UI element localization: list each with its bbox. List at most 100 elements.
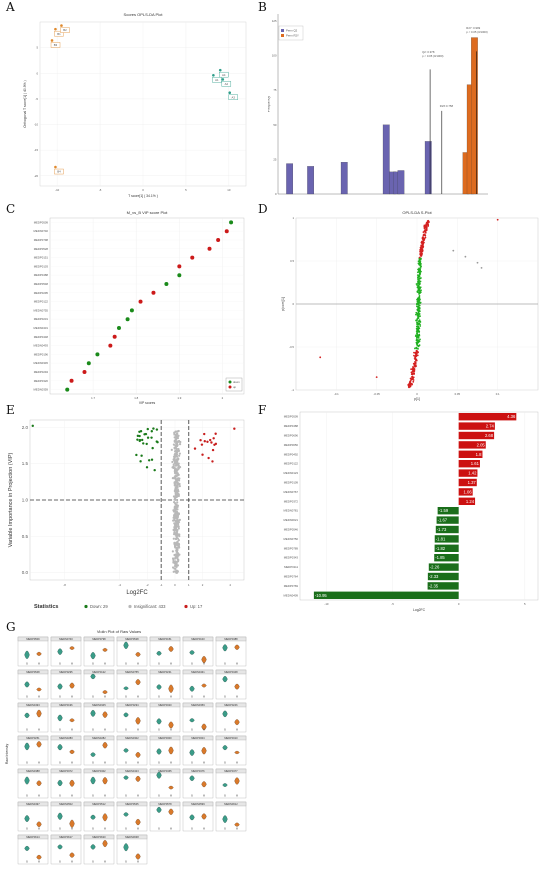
down-point [136,434,140,438]
bar-value-label: 2.74 [486,424,495,429]
s-plot-point [418,295,421,297]
chart-b-permutation-histogram: 0 25 50 75 100 125 Frequency Perm Q2 Perm R2Y Q2:… [268,8,548,204]
s-plot-point [375,376,378,378]
y-axis-label: Variable Importance in Projection (VIP) [8,453,14,548]
score-point [50,39,54,42]
subplot-title: MEDN0755 [125,670,139,674]
subplot-header [215,768,247,774]
s-plot-point [414,361,417,364]
s-plot-point [424,231,427,234]
subplot-title: MEDP0512 [92,802,106,806]
group-label: B [125,729,127,732]
insignificant-point [173,447,176,450]
s-plot-point [419,280,422,283]
group-label: B [59,729,61,732]
violin-b [57,744,63,751]
s-plot-point [419,325,422,327]
violin-m [135,679,141,686]
category-label: MEDP0122 [284,462,299,466]
frequency-bar [340,162,348,195]
insignificant-point [172,570,175,573]
x-tick-label: 0.1 [496,392,500,396]
insignificant-point [174,490,177,494]
log2fc-bar [435,525,459,534]
violin-m [69,749,75,754]
insignificant-point [175,515,178,518]
group-label: B [92,861,94,864]
subplot-header [17,636,49,642]
bar-value-label: 2.05 [477,442,486,447]
subplot-title: MEDN0388 [26,769,40,773]
violin-subplot [149,768,181,799]
violin-b [90,752,96,757]
group-label: M [71,696,73,699]
subplot-header [182,801,214,807]
violin-m [102,777,108,785]
s-plot-point [452,249,455,252]
s-plot-point [480,266,483,269]
insignificant-point [177,466,180,469]
y-tick-label: 2.0 [22,425,29,430]
down-point [31,424,34,428]
y-tick-label: 125 [272,19,277,23]
vip-point [116,326,121,330]
s-plot-point [416,302,418,305]
s-plot-point [408,381,411,384]
subplot-title: MEDP0476 [191,769,205,773]
violin-b [57,648,63,655]
insignificant-point [176,490,179,494]
violin-m [102,711,108,718]
violin-b [123,686,129,691]
log2fc-bar [428,563,459,571]
category-label: MEDN0755 [34,308,49,312]
group-label: M [137,828,139,831]
s-plot-point [418,282,420,285]
violin-b [222,783,228,787]
violin-b [156,806,162,813]
s-plot-point [416,271,419,274]
violin-subplot [116,702,148,733]
violin-subplot [116,735,148,766]
violin-subplot [182,801,214,832]
subplot-title: MEDP0465 [158,769,172,773]
violin-b [222,710,228,718]
insignificant-point [173,483,176,487]
s-plot-point [413,354,415,357]
score-point [60,24,63,27]
log2fc-bar [436,516,459,524]
group-label: B [158,663,160,666]
subplot-title: MEDP0295 [59,670,73,674]
y-tick-label: -10 [34,123,38,127]
group-label: M [170,795,172,798]
x-tick-label: 5 [524,602,526,606]
subplot-title: MEDP0578 [158,802,172,806]
violin-m [36,854,42,860]
vip-point [229,220,234,225]
violin-b [123,812,129,817]
group-label: B [191,729,193,732]
s-plot-point [409,380,412,382]
s-plot-point [417,311,420,314]
log2fc-bar [458,488,473,496]
group-label: B [92,729,94,732]
insignificant-point [175,531,178,535]
s-plot-point [421,243,424,246]
category-label: MEDN0750 [284,537,299,541]
violin-subplot [182,702,214,733]
x-tick-label: -1 [160,583,163,587]
down-point [140,454,143,457]
x-tick-label: 5 [185,188,187,192]
insignificant-point [175,520,178,524]
group-label: B [158,795,160,798]
subplot-header [50,735,82,741]
violin-m [201,781,207,788]
s-plot-point [418,340,420,342]
y-tick-label: 75 [273,88,277,92]
q2-annotation: p < 0.05 (0/1000) [422,54,443,58]
insignificant-point [175,475,178,478]
violin-b [24,815,30,822]
insignificant-point [177,558,180,562]
group-label: M [203,663,205,666]
group-label: M [170,828,172,831]
